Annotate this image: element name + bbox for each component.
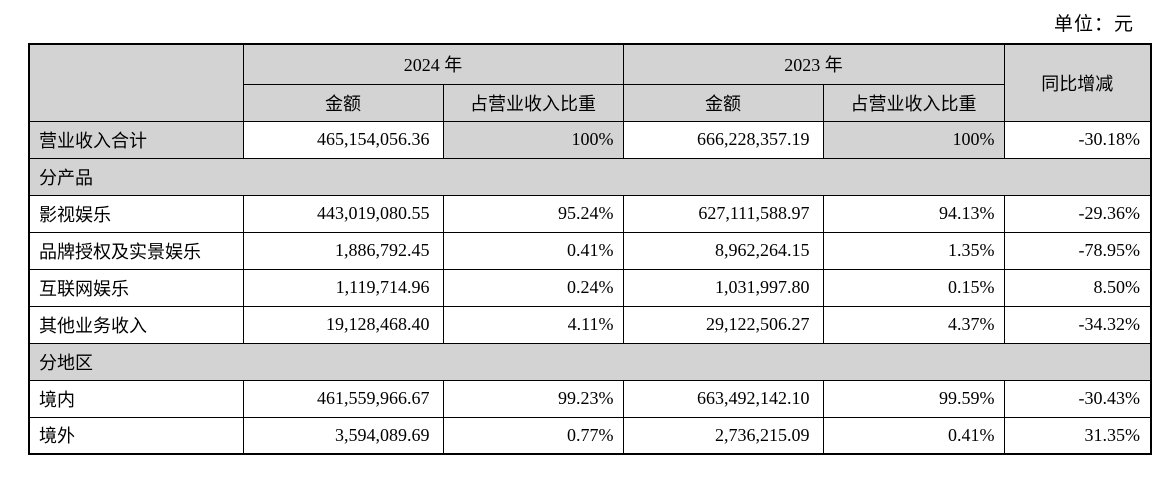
pct-2023-cell: 4.37% [822, 305, 1005, 344]
header-year-2024: 2024 年 [242, 43, 624, 85]
section-label-cell: 分产品 [28, 157, 1152, 196]
row-label-cell: 品牌授权及实景娱乐 [28, 231, 244, 270]
amount-2024-cell: 1,886,792.45 [242, 231, 444, 270]
table-row-internet-entertainment: 互联网娱乐 1,119,714.96 0.24% 1,031,997.80 0.… [28, 268, 1152, 307]
pct-2023-cell: 94.13% [822, 194, 1005, 233]
table-row-film-tv: 影视娱乐 443,019,080.55 95.24% 627,111,588.9… [28, 194, 1152, 233]
yoy-cell: -30.43% [1003, 379, 1152, 418]
row-label-cell: 互联网娱乐 [28, 268, 244, 307]
row-label-cell: 境外 [28, 416, 244, 455]
yoy-cell: 31.35% [1003, 416, 1152, 455]
pct-2024-cell: 0.24% [442, 268, 624, 307]
amount-2024-cell: 1,119,714.96 [242, 268, 444, 307]
revenue-breakdown-table: 2024 年 2023 年 同比增减 金额 占营业收入比重 金额 占营业收入比重… [28, 43, 1152, 455]
row-label-cell: 营业收入合计 [28, 120, 244, 159]
amount-2023-cell: 663,492,142.10 [622, 379, 824, 418]
pct-2024-cell: 0.77% [442, 416, 624, 455]
header-row-years: 2024 年 2023 年 同比增减 [28, 43, 1152, 122]
amount-2023-cell: 2,736,215.09 [622, 416, 824, 455]
amount-2024-cell: 465,154,056.36 [242, 120, 444, 159]
table-row-other-business: 其他业务收入 19,128,468.40 4.11% 29,122,506.27… [28, 305, 1152, 344]
yoy-cell: -30.18% [1003, 120, 1152, 159]
amount-2023-cell: 29,122,506.27 [622, 305, 824, 344]
pct-2024-cell: 4.11% [442, 305, 624, 344]
yoy-cell: -34.32% [1003, 305, 1152, 344]
row-label-cell: 影视娱乐 [28, 194, 244, 233]
pct-2024-cell: 99.23% [442, 379, 624, 418]
table-row-domestic: 境内 461,559,966.67 99.23% 663,492,142.10 … [28, 379, 1152, 418]
amount-2023-cell: 8,962,264.15 [622, 231, 824, 270]
pct-2023-cell: 100% [822, 120, 1005, 159]
amount-2024-cell: 19,128,468.40 [242, 305, 444, 344]
pct-2023-cell: 1.35% [822, 231, 1005, 270]
table-row-overseas: 境外 3,594,089.69 0.77% 2,736,215.09 0.41%… [28, 416, 1152, 455]
unit-label: 单位：元 [1053, 14, 1134, 35]
pct-2024-cell: 100% [442, 120, 624, 159]
amount-2023-cell: 1,031,997.80 [622, 268, 824, 307]
amount-2023-cell: 666,228,357.19 [622, 120, 824, 159]
header-pct-2024: 占营业收入比重 [442, 83, 624, 122]
amount-2024-cell: 461,559,966.67 [242, 379, 444, 418]
row-label-cell: 境内 [28, 379, 244, 418]
header-amount-2023: 金额 [622, 83, 824, 122]
yoy-cell: 8.50% [1003, 268, 1152, 307]
header-row-subcolumns: 金额 占营业收入比重 金额 占营业收入比重 [29, 83, 1151, 122]
row-label-cell: 其他业务收入 [28, 305, 244, 344]
yoy-cell: -29.36% [1003, 194, 1152, 233]
amount-2024-cell: 3,594,089.69 [242, 416, 444, 455]
yoy-cell: -78.95% [1003, 231, 1152, 270]
pct-2024-cell: 0.41% [442, 231, 624, 270]
pct-2023-cell: 0.41% [822, 416, 1005, 455]
section-label-cell: 分地区 [28, 342, 1152, 381]
header-pct-2023: 占营业收入比重 [822, 83, 1005, 122]
header-amount-2024: 金额 [242, 83, 444, 122]
section-row-by-product: 分产品 [28, 157, 1152, 196]
table-row-brand-licensing: 品牌授权及实景娱乐 1,886,792.45 0.41% 8,962,264.1… [28, 231, 1152, 270]
section-row-by-region: 分地区 [28, 342, 1152, 381]
table-row-total-revenue: 营业收入合计 465,154,056.36 100% 666,228,357.1… [28, 120, 1152, 159]
amount-2024-cell: 443,019,080.55 [242, 194, 444, 233]
header-empty-cell [28, 43, 244, 122]
pct-2023-cell: 0.15% [822, 268, 1005, 307]
header-year-2023: 2023 年 [622, 43, 1005, 85]
pct-2024-cell: 95.24% [442, 194, 624, 233]
pct-2023-cell: 99.59% [822, 379, 1005, 418]
amount-2023-cell: 627,111,588.97 [622, 194, 824, 233]
header-yoy-change: 同比增减 [1003, 43, 1152, 122]
